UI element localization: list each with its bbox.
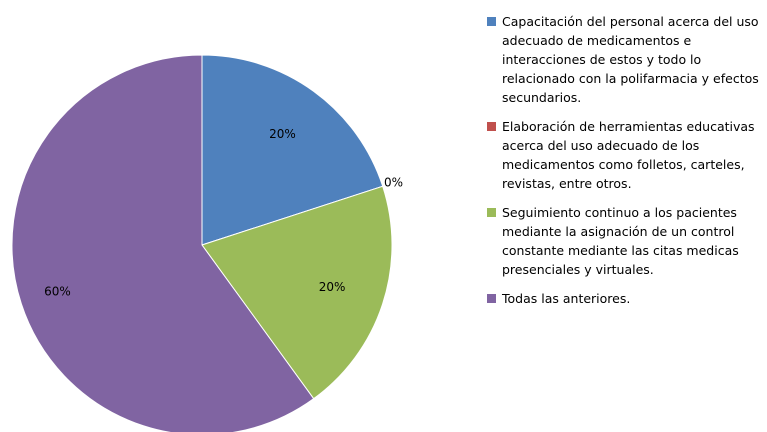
legend-item: Seguimiento continuo a los pacientes med… xyxy=(487,203,765,279)
legend-swatch xyxy=(487,294,496,303)
legend-label: Todas las anteriores. xyxy=(502,291,631,306)
legend-label: Seguimiento continuo a los pacientes med… xyxy=(502,205,739,277)
legend-item: Todas las anteriores. xyxy=(487,289,765,308)
legend-item: Capacitación del personal acerca del uso… xyxy=(487,12,765,107)
data-label: 20% xyxy=(269,127,296,141)
data-label: 20% xyxy=(319,280,346,294)
pie-slice xyxy=(11,54,315,432)
legend-swatch xyxy=(487,208,496,217)
legend-swatch xyxy=(487,17,496,26)
chart: 20% 0% 20% 60% xyxy=(11,54,403,432)
data-label: 60% xyxy=(44,284,71,298)
legend-item: Elaboración de herramientas educativas a… xyxy=(487,117,765,193)
pie-slice xyxy=(201,185,393,400)
legend: Capacitación del personal acerca del uso… xyxy=(487,12,765,318)
legend-swatch xyxy=(487,122,496,131)
pie-slice xyxy=(201,54,384,246)
legend-label: Elaboración de herramientas educativas a… xyxy=(502,119,755,191)
data-label: 0% xyxy=(384,175,403,189)
legend-label: Capacitación del personal acerca del uso… xyxy=(502,14,759,105)
